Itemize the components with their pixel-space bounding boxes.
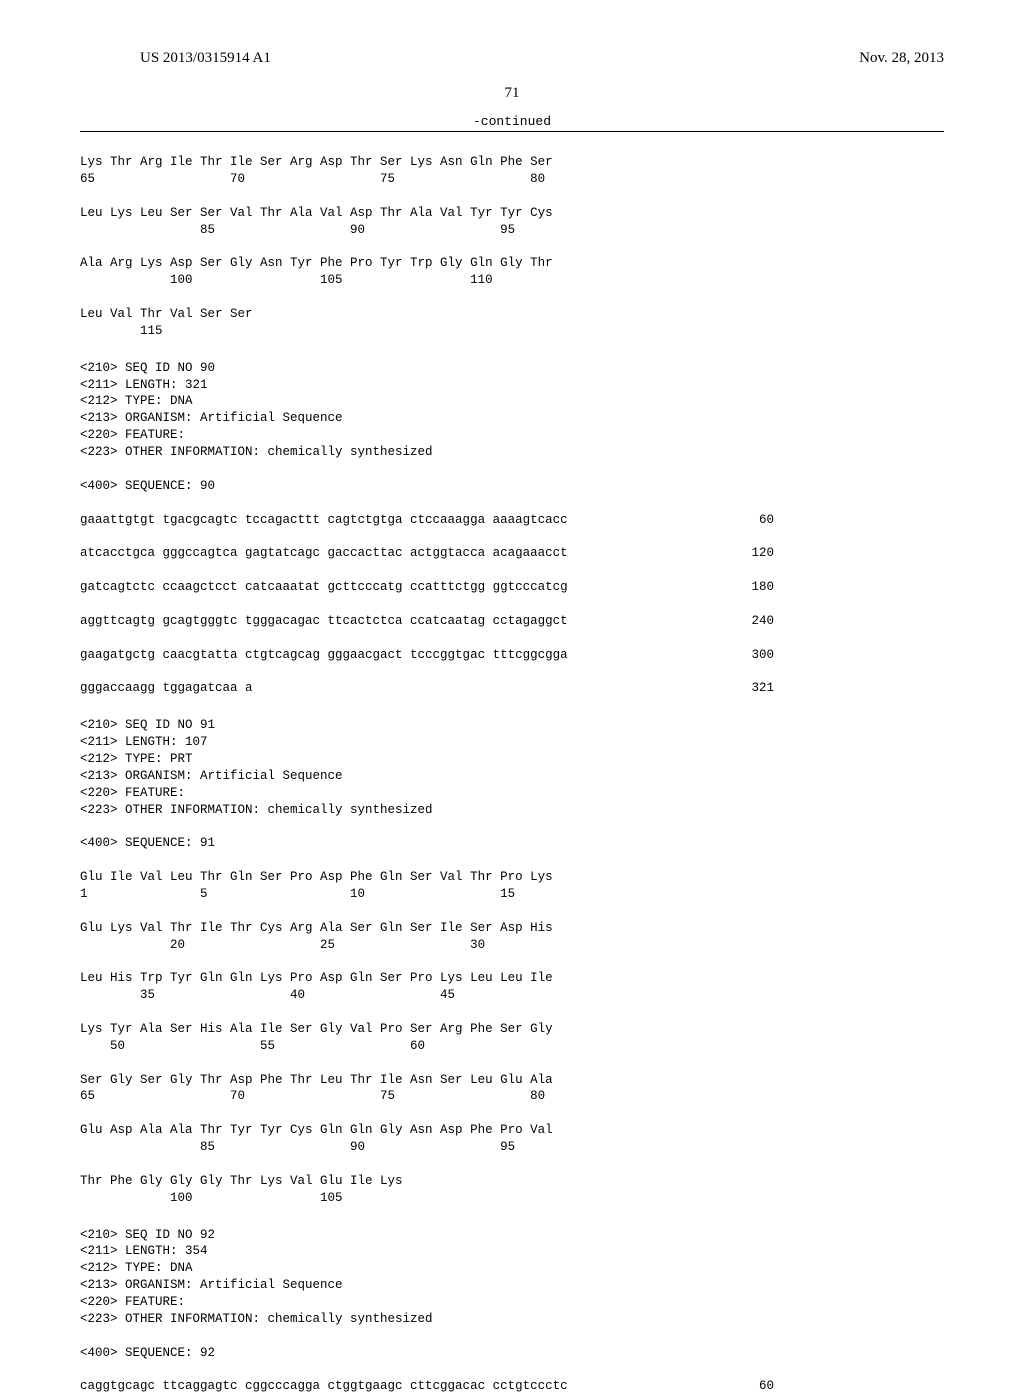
seq-header: <220> FEATURE: — [80, 427, 944, 444]
dna-row: atcacctgca gggccagtca gagtatcagc gaccact… — [80, 545, 944, 562]
spacer — [80, 1328, 944, 1345]
spacer — [80, 1362, 944, 1379]
seq-header: <213> ORGANISM: Artificial Sequence — [80, 1277, 944, 1294]
horizontal-rule — [80, 131, 944, 132]
seq-header: <220> FEATURE: — [80, 1294, 944, 1311]
seq-header: <211> LENGTH: 321 — [80, 377, 944, 394]
publication-number: US 2013/0315914 A1 — [140, 50, 271, 67]
spacer — [80, 238, 944, 255]
dna-seq: gaagatgctg caacgtatta ctgtcagcag gggaacg… — [80, 647, 568, 664]
protein-pos: 20 25 30 — [80, 937, 944, 954]
spacer — [80, 903, 944, 920]
protein-pos: 35 40 45 — [80, 987, 944, 1004]
protein-pos: 100 105 110 — [80, 272, 944, 289]
protein-block-89: Lys Thr Arg Ile Thr Ile Ser Arg Asp Thr … — [80, 154, 944, 340]
seq-block-92: <210> SEQ ID NO 92 <211> LENGTH: 354 <21… — [80, 1227, 944, 1395]
spacer — [80, 188, 944, 205]
dna-row: gaaattgtgt tgacgcagtc tccagacttt cagtctg… — [80, 512, 944, 529]
spacer — [80, 461, 944, 478]
protein-pos: 65 70 75 80 — [80, 171, 944, 188]
protein-row: Glu Ile Val Leu Thr Gln Ser Pro Asp Phe … — [80, 869, 944, 886]
spacer — [80, 630, 944, 647]
seq-header: <400> SEQUENCE: 92 — [80, 1345, 944, 1362]
publication-date: Nov. 28, 2013 — [859, 50, 944, 67]
seq-header: <211> LENGTH: 354 — [80, 1243, 944, 1260]
protein-row: Lys Thr Arg Ile Thr Ile Ser Arg Asp Thr … — [80, 154, 944, 171]
dna-pos: 60 — [759, 1378, 944, 1395]
seq-header: <212> TYPE: DNA — [80, 393, 944, 410]
spacer — [80, 289, 944, 306]
protein-row: Ser Gly Ser Gly Thr Asp Phe Thr Leu Thr … — [80, 1072, 944, 1089]
dna-seq: caggtgcagc ttcaggagtc cggcccagga ctggtga… — [80, 1378, 568, 1395]
protein-pos: 50 55 60 — [80, 1038, 944, 1055]
seq-header: <400> SEQUENCE: 91 — [80, 835, 944, 852]
protein-row: Leu His Trp Tyr Gln Gln Lys Pro Asp Gln … — [80, 970, 944, 987]
seq-header: <213> ORGANISM: Artificial Sequence — [80, 768, 944, 785]
seq-header: <212> TYPE: PRT — [80, 751, 944, 768]
protein-pos: 1 5 10 15 — [80, 886, 944, 903]
dna-pos: 321 — [751, 680, 944, 697]
dna-pos: 240 — [751, 613, 944, 630]
dna-row: caggtgcagc ttcaggagtc cggcccagga ctggtga… — [80, 1378, 944, 1395]
seq-header: <210> SEQ ID NO 91 — [80, 717, 944, 734]
dna-seq: atcacctgca gggccagtca gagtatcagc gaccact… — [80, 545, 568, 562]
protein-row: Leu Val Thr Val Ser Ser — [80, 306, 944, 323]
spacer — [80, 818, 944, 835]
spacer — [80, 562, 944, 579]
dna-seq: gaaattgtgt tgacgcagtc tccagacttt cagtctg… — [80, 512, 568, 529]
continued-label: -continued — [80, 114, 944, 129]
dna-row: gatcagtctc ccaagctcct catcaaatat gcttccc… — [80, 579, 944, 596]
dna-pos: 120 — [751, 545, 944, 562]
spacer — [80, 1156, 944, 1173]
spacer — [80, 596, 944, 613]
spacer — [80, 1105, 944, 1122]
seq-header: <223> OTHER INFORMATION: chemically synt… — [80, 802, 944, 819]
protein-pos: 85 90 95 — [80, 222, 944, 239]
protein-row: Thr Phe Gly Gly Gly Thr Lys Val Glu Ile … — [80, 1173, 944, 1190]
protein-row: Glu Asp Ala Ala Thr Tyr Tyr Cys Gln Gln … — [80, 1122, 944, 1139]
spacer — [80, 663, 944, 680]
page-number: 71 — [80, 85, 944, 102]
seq-header: <213> ORGANISM: Artificial Sequence — [80, 410, 944, 427]
seq-block-91: <210> SEQ ID NO 91 <211> LENGTH: 107 <21… — [80, 717, 944, 1206]
protein-pos: 115 — [80, 323, 944, 340]
seq-header: <220> FEATURE: — [80, 785, 944, 802]
protein-row: Ala Arg Lys Asp Ser Gly Asn Tyr Phe Pro … — [80, 255, 944, 272]
dna-row: aggttcagtg gcagtgggtc tgggacagac ttcactc… — [80, 613, 944, 630]
spacer — [80, 495, 944, 512]
seq-header: <400> SEQUENCE: 90 — [80, 478, 944, 495]
dna-seq: gatcagtctc ccaagctcct catcaaatat gcttccc… — [80, 579, 568, 596]
spacer — [80, 528, 944, 545]
page: US 2013/0315914 A1 Nov. 28, 2013 71 -con… — [0, 0, 1024, 1320]
dna-pos: 300 — [751, 647, 944, 664]
seq-header: <223> OTHER INFORMATION: chemically synt… — [80, 1311, 944, 1328]
seq-header: <210> SEQ ID NO 90 — [80, 360, 944, 377]
dna-row: gaagatgctg caacgtatta ctgtcagcag gggaacg… — [80, 647, 944, 664]
spacer — [80, 852, 944, 869]
dna-seq: aggttcagtg gcagtgggtc tgggacagac ttcactc… — [80, 613, 568, 630]
seq-header: <212> TYPE: DNA — [80, 1260, 944, 1277]
protein-pos: 65 70 75 80 — [80, 1088, 944, 1105]
spacer — [80, 953, 944, 970]
dna-row: gggaccaagg tggagatcaa a 321 — [80, 680, 944, 697]
protein-pos: 100 105 — [80, 1190, 944, 1207]
spacer — [80, 1004, 944, 1021]
dna-seq: gggaccaagg tggagatcaa a — [80, 680, 253, 697]
protein-row: Glu Lys Val Thr Ile Thr Cys Arg Ala Ser … — [80, 920, 944, 937]
seq-header: <210> SEQ ID NO 92 — [80, 1227, 944, 1244]
protein-pos: 85 90 95 — [80, 1139, 944, 1156]
dna-pos: 180 — [751, 579, 944, 596]
protein-row: Leu Lys Leu Ser Ser Val Thr Ala Val Asp … — [80, 205, 944, 222]
protein-row: Lys Tyr Ala Ser His Ala Ile Ser Gly Val … — [80, 1021, 944, 1038]
seq-block-90: <210> SEQ ID NO 90 <211> LENGTH: 321 <21… — [80, 360, 944, 698]
dna-pos: 60 — [759, 512, 944, 529]
spacer — [80, 1055, 944, 1072]
seq-header: <211> LENGTH: 107 — [80, 734, 944, 751]
seq-header: <223> OTHER INFORMATION: chemically synt… — [80, 444, 944, 461]
